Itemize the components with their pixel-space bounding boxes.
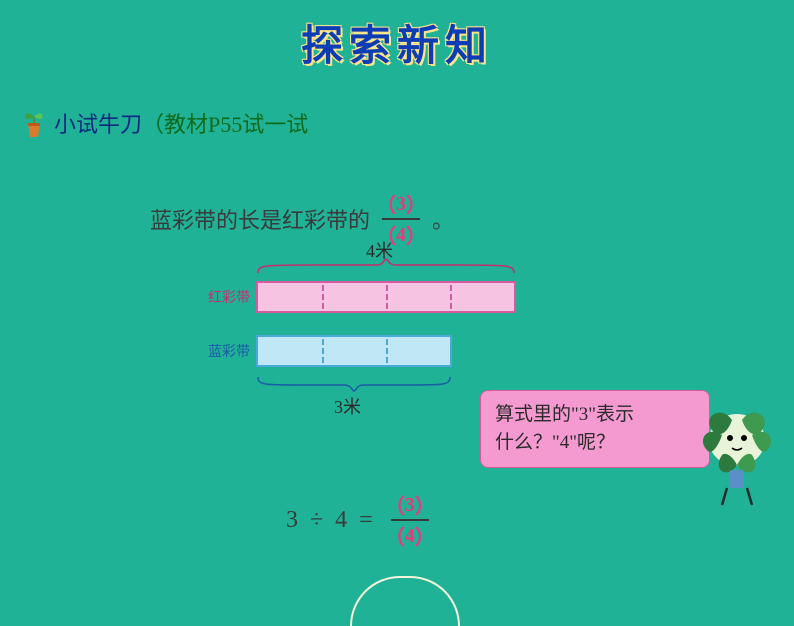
red-bar-row: 红彩带 <box>196 281 516 313</box>
plant-icon <box>20 107 48 139</box>
bottom-brace-label: 3米 <box>334 393 361 419</box>
blue-bar <box>256 335 452 367</box>
speech-bubble: 算式里的"3"表示 什么？"4"呢？ <box>480 390 710 468</box>
subtitle-row: 小试牛刀 （教材P55 试一试 <box>20 107 794 139</box>
top-brace <box>256 257 516 275</box>
statement-prefix: 蓝彩带的长是红彩带的 <box>150 203 370 235</box>
subtitle-part3: 试一试 <box>242 107 308 139</box>
red-bar-label: 红彩带 <box>196 287 250 307</box>
speech-line1: 算式里的"3"表示 <box>495 401 695 429</box>
speech-line2: 什么？"4"呢？ <box>495 429 695 457</box>
eq-b: 4 <box>335 507 347 534</box>
paren-right: ） <box>415 490 435 519</box>
blue-bar-row: 蓝彩带 <box>196 335 452 367</box>
bottom-arc <box>350 576 460 626</box>
cabbage-icon <box>692 400 782 510</box>
subtitle-part1: 小试牛刀 <box>54 107 142 139</box>
bottom-brace <box>256 375 452 393</box>
blue-bar-label: 蓝彩带 <box>196 341 250 361</box>
statement-suffix: 。 <box>432 203 454 235</box>
equation: 3 ÷ 4 = （ 3 ） （ 4 ） <box>280 490 441 550</box>
paren-right: ） <box>406 189 426 218</box>
eq-op: ÷ <box>310 507 323 534</box>
fraction-denominator: 4 <box>396 224 406 246</box>
paren-right: ） <box>406 220 426 249</box>
paren-right: ） <box>415 521 435 550</box>
eq-fraction-numerator: 3 <box>405 494 415 516</box>
eq-fraction-denominator: 4 <box>405 525 415 547</box>
paren-left: （ <box>376 189 396 218</box>
eq-sign: = <box>359 507 373 534</box>
paren-left: （ <box>385 521 405 550</box>
red-bar <box>256 281 516 313</box>
paren-left: （ <box>385 490 405 519</box>
page-title: 探索新知 <box>0 0 794 73</box>
eq-a: 3 <box>286 507 298 534</box>
equation-fraction: （ 3 ） （ 4 ） <box>385 490 435 550</box>
statement: 蓝彩带的长是红彩带的 （ 3 ） （ 4 ） 。 <box>150 189 794 249</box>
fraction-numerator: 3 <box>396 193 406 215</box>
subtitle-part2: （教材P55 <box>142 107 242 139</box>
